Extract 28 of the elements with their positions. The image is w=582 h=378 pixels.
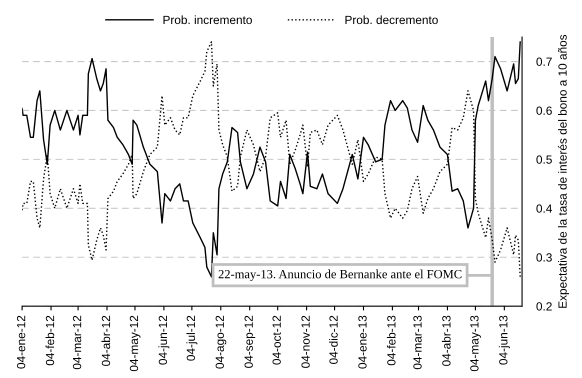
x-tick-label: 04-sep-12 (244, 316, 256, 368)
y-tick-label: 0.5 (536, 155, 552, 164)
x-tick-label: 04-feb-13 (386, 316, 396, 366)
x-tick-label: 04-dic-12 (329, 316, 338, 364)
x-tick-label: 04-mar-13 (413, 316, 422, 370)
y-tick-label: 0.2 (536, 302, 552, 311)
x-tick-label: 04-feb-12 (46, 316, 54, 366)
y-tick-label: 0.4 (536, 204, 552, 213)
y-tick-label: 0.7 (536, 58, 552, 66)
x-tick-label: 04-may-12 (130, 316, 140, 372)
x-tick-label: 04-oct-12 (272, 316, 281, 365)
x-tick-label: 04-abr-13 (442, 316, 451, 366)
legend-label: Prob. incremento (163, 15, 252, 24)
x-tick-label: 04-jun-12 (158, 316, 170, 365)
y-tick-label: 0.3 (536, 253, 552, 262)
x-tick-label: 04-mar-12 (72, 316, 82, 370)
x-tick-label: 04-jun-13 (498, 316, 510, 365)
x-tick-label: 04-nov-12 (301, 316, 310, 368)
x-tick-label: 04-jul-12 (186, 316, 198, 361)
y-tick-label: 0.6 (536, 106, 552, 115)
x-tick-label: 04-ene-13 (358, 316, 367, 369)
y-axis-title: Expectativa de la tasa de interés del bono a 10 años (558, 34, 570, 308)
x-tick-label: 04-abr-12 (101, 316, 110, 366)
x-tick-label: 04-may-13 (470, 316, 481, 372)
legend-label: Prob. decremento (345, 15, 438, 24)
ref-line-label: 22-may-13. Anuncio de Bernanke ante el FOMC (218, 270, 462, 281)
x-tick-label: 04-ago-12 (216, 316, 226, 369)
x-tick-label: 04-ene-12 (16, 316, 26, 369)
